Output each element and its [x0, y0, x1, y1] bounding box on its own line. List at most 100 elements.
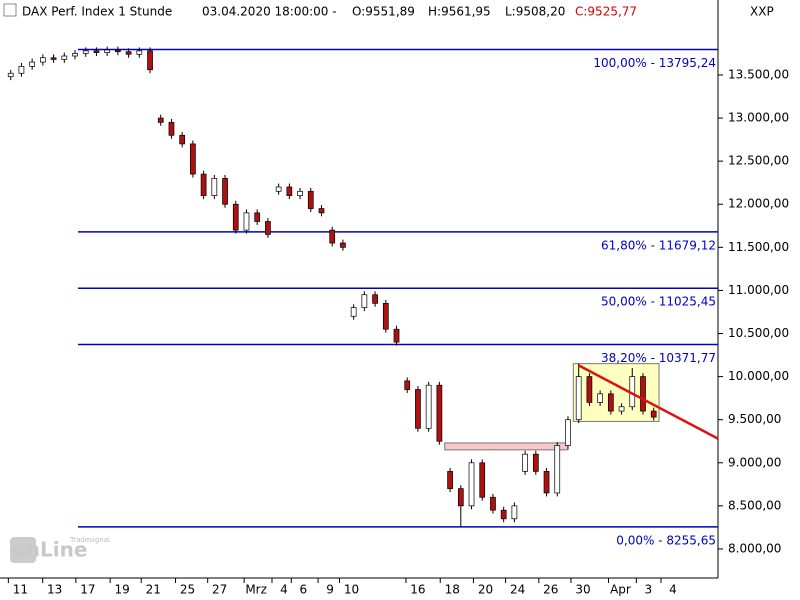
candle-body: [361, 294, 368, 309]
quote-high: H:9561,95: [428, 5, 491, 19]
y-tick-label: 11.500,00: [728, 240, 789, 254]
candle-body: [125, 51, 132, 55]
x-tick-label: 27: [212, 583, 227, 597]
candle-body: [329, 229, 336, 244]
candle-body: [18, 66, 25, 74]
candle-body: [104, 49, 111, 53]
watermark: onLine Tradesignal: [10, 536, 110, 563]
y-tick-label: 12.500,00: [728, 154, 789, 168]
candle-body: [254, 212, 261, 222]
quote-close: C:9525,77: [575, 5, 637, 19]
watermark-small: Tradesignal: [69, 536, 110, 544]
candle-body: [50, 57, 57, 60]
candle-body: [200, 173, 207, 196]
x-tick-label: 21: [146, 583, 161, 597]
candle-body: [511, 505, 518, 520]
x-tick-label: 18: [445, 583, 460, 597]
header: DAX Perf. Index 1 Stunde 03.04.2020 18:0…: [3, 3, 637, 19]
candle-body: [607, 393, 614, 412]
x-tick-label: 11: [13, 583, 28, 597]
candle-body: [179, 134, 186, 145]
candle-body: [243, 212, 250, 231]
candle-body: [415, 389, 421, 429]
y-tick-label: 11.000,00: [728, 283, 789, 297]
x-tick-label: 16: [410, 583, 425, 597]
candle-body: [318, 208, 325, 214]
y-tick-label: 9.500,00: [728, 412, 781, 426]
header-icon: [3, 3, 17, 17]
x-tick-label: 26: [543, 583, 558, 597]
x-tick-label: 20: [478, 583, 493, 597]
fib-label: 100,00% - 13795,24: [593, 56, 716, 70]
candle-body: [93, 50, 100, 53]
highlight-box: [572, 363, 660, 422]
fib-label: 50,00% - 11025,45: [601, 295, 716, 309]
candle-body: [479, 462, 486, 498]
candle-body: [307, 190, 314, 209]
candle-body: [372, 294, 378, 304]
y-tick-label: 8.000,00: [728, 541, 781, 555]
candle-body: [190, 143, 196, 175]
fib-label: 61,80% - 11679,12: [601, 238, 716, 252]
x-tick-label: Mrz: [245, 583, 267, 597]
trendline: [578, 364, 719, 440]
x-tick-label: 3: [645, 583, 653, 597]
candle-body: [29, 61, 35, 67]
x-tick-label: Apr: [610, 583, 631, 597]
y-tick-label: 8.500,00: [728, 498, 781, 512]
candle-body: [7, 72, 14, 78]
candle-body: [404, 380, 411, 390]
quote-open: O:9551,89: [352, 5, 415, 19]
candle-body: [297, 190, 303, 196]
candle-body: [543, 471, 550, 494]
candle-body: [468, 462, 475, 507]
candle-body: [532, 453, 539, 472]
candle-body: [393, 328, 400, 343]
candle-body: [650, 410, 657, 418]
fib-label: 38,20% - 10371,77: [601, 351, 716, 365]
highlight-box: [444, 442, 569, 451]
candle-body: [82, 50, 89, 54]
timestamp: 03.04.2020 18:00:00 -: [202, 5, 337, 19]
candle-body: [168, 122, 175, 136]
candle-body: [500, 509, 507, 520]
x-tick-label: 24: [510, 583, 525, 597]
quote-low: L:9508,20: [505, 5, 565, 19]
x-tick-label: 17: [80, 583, 95, 597]
candle-body: [72, 53, 78, 57]
candle-body: [40, 57, 46, 63]
candle-body: [275, 186, 282, 192]
candle-body: [350, 307, 357, 317]
y-tick-label: 10.500,00: [728, 326, 789, 340]
candle-body: [157, 117, 164, 123]
y-tick-label: 9.000,00: [728, 455, 781, 469]
watermark-icon: [10, 537, 36, 563]
candle-body: [147, 50, 153, 71]
chart-title: DAX Perf. Index 1 Stunde: [22, 5, 172, 19]
x-tick-label: 6: [299, 583, 307, 597]
candle-body: [425, 384, 432, 429]
candle-body: [490, 496, 496, 511]
candle-body: [211, 178, 218, 196]
candle-body: [232, 203, 239, 231]
candle-body: [565, 419, 571, 446]
x-tick-label: 30: [575, 583, 590, 597]
x-tick-label: 10: [344, 583, 359, 597]
candle-body: [61, 55, 68, 60]
axis-name: XXP: [750, 5, 774, 19]
candle-body: [436, 384, 443, 442]
x-tick-label: 13: [47, 583, 62, 597]
watermark-text: onLine: [12, 538, 87, 562]
candle-body: [457, 488, 464, 507]
y-tick-label: 13.000,00: [728, 111, 789, 125]
candle-body: [136, 50, 143, 55]
x-tick-label: 9: [326, 583, 334, 597]
candle-body: [586, 376, 593, 403]
x-tick-label: 4: [669, 583, 677, 597]
candle-body: [447, 471, 453, 489]
x-tick-label: 25: [180, 583, 195, 597]
candle-body: [575, 376, 582, 421]
candle-body: [597, 393, 603, 403]
